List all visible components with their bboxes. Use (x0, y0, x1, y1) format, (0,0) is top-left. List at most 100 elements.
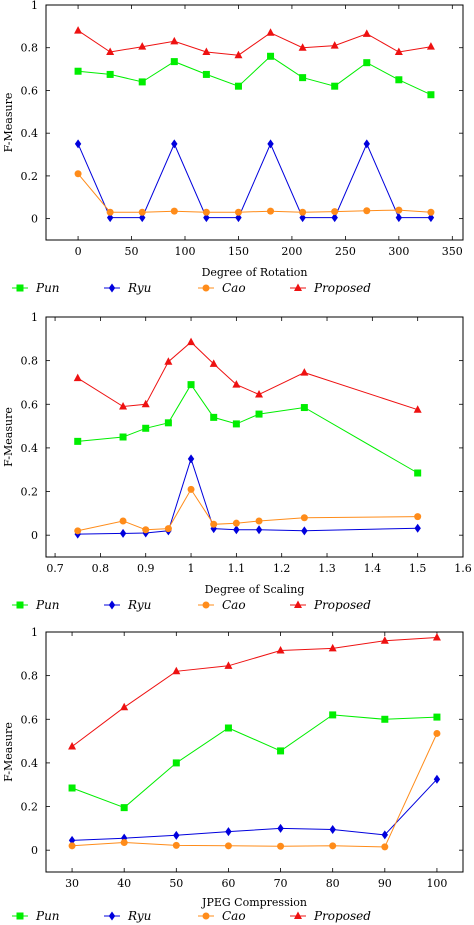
x-tick-label: 300 (388, 245, 409, 258)
data-point-pun (329, 711, 337, 719)
series-pun (74, 381, 422, 477)
y-tick-label: 0.2 (21, 801, 39, 814)
series-line-cao (77, 488, 418, 532)
data-point-proposed (255, 389, 264, 398)
legend-marker-cao (202, 284, 210, 292)
x-tick-label: 1.6 (454, 562, 472, 575)
plot-frame (45, 631, 464, 873)
data-point-proposed (68, 742, 77, 750)
y-tick-label: 1 (31, 311, 38, 324)
data-point-cao (381, 843, 389, 851)
x-tick-label: 50 (125, 245, 139, 258)
data-point-cao (255, 517, 263, 525)
data-point-proposed (187, 337, 196, 346)
x-tick-label: 80 (326, 877, 340, 890)
data-point-pun (138, 78, 146, 86)
data-point-proposed (138, 42, 147, 50)
data-point-pun (68, 784, 76, 792)
x-axis-label: JPEG Compression (201, 896, 307, 909)
series-ryu (74, 454, 421, 539)
data-point-cao (433, 729, 441, 737)
data-point-ryu (173, 830, 180, 840)
data-point-ryu (414, 523, 421, 533)
data-point-ryu (301, 526, 308, 536)
data-point-ryu (395, 213, 403, 223)
data-point-cao (210, 520, 218, 528)
data-point-pun (277, 747, 285, 755)
legend-label-proposed: Proposed (313, 598, 371, 612)
data-point-pun (164, 419, 172, 427)
data-point-ryu (255, 525, 263, 535)
x-tick-label: 1.2 (273, 562, 291, 575)
data-point-proposed (232, 380, 241, 388)
legend-label-cao: Cao (222, 598, 246, 612)
data-point-cao (414, 513, 422, 521)
data-point-cao (363, 207, 371, 215)
data-point-pun (187, 381, 195, 389)
data-point-proposed (141, 399, 150, 408)
y-axis-label: F-Measure (2, 407, 15, 467)
legend-marker-pun (16, 284, 24, 292)
data-point-cao (300, 514, 308, 522)
legend: Pun Ryu Cao Proposed (12, 909, 371, 923)
y-axis-label: F-Measure (2, 93, 15, 153)
data-point-cao (234, 208, 242, 216)
data-point-cao (202, 208, 210, 216)
series-line-pun (77, 383, 418, 474)
x-tick-label: 1.4 (364, 562, 382, 575)
legend-marker-cao (202, 912, 210, 920)
data-point-pun (267, 52, 275, 60)
y-tick-label: 0.4 (21, 127, 39, 140)
data-point-proposed (209, 359, 218, 367)
x-tick-label: 1 (188, 562, 195, 575)
legend-marker-pun (16, 601, 24, 609)
legend-label-ryu: Ryu (127, 598, 151, 612)
data-point-cao (395, 206, 403, 214)
data-point-cao (224, 842, 232, 850)
legend-marker-cao (202, 601, 210, 609)
series-cao (74, 170, 435, 216)
series-proposed (68, 632, 441, 750)
y-tick-label: 0.6 (21, 84, 39, 97)
series-line-proposed (77, 341, 418, 411)
data-point-ryu (277, 823, 284, 833)
legend-label-pun: Pun (35, 909, 60, 923)
series-line-ryu (77, 142, 431, 219)
data-point-proposed (224, 661, 233, 669)
legend-label-pun: Pun (35, 281, 60, 295)
x-tick-label: 1.1 (228, 562, 246, 575)
x-tick-label: 1.3 (318, 562, 336, 575)
data-point-proposed (380, 636, 389, 644)
data-point-pun (119, 433, 127, 441)
data-point-cao (68, 842, 76, 850)
chart-panel-3: 30 40 50 60 70 80 90 100 0 0.2 0.4 0.6 0.8 1 JPEG Comp… (2, 626, 464, 923)
y-tick-label: 0.8 (21, 355, 39, 368)
data-point-pun (120, 804, 128, 812)
legend-label-cao: Cao (222, 909, 246, 923)
data-point-proposed (164, 357, 173, 365)
data-point-pun (224, 724, 232, 732)
data-point-ryu (331, 213, 338, 223)
data-point-ryu (187, 454, 195, 464)
data-point-ryu (68, 835, 76, 845)
data-point-cao (299, 208, 307, 216)
data-point-pun (299, 74, 307, 82)
data-point-ryu (171, 139, 178, 149)
legend-marker-proposed (294, 911, 302, 919)
y-tick-label: 0.4 (21, 757, 39, 770)
legend-marker-ryu (108, 600, 116, 610)
y-tick-label: 0.4 (21, 442, 39, 455)
data-point-cao (187, 485, 195, 493)
data-point-cao (331, 208, 339, 216)
data-point-ryu (363, 139, 370, 149)
data-point-cao (267, 207, 275, 215)
data-point-pun (232, 420, 240, 428)
data-point-pun (395, 76, 403, 84)
data-point-cao (138, 208, 146, 216)
legend-marker-ryu (108, 911, 116, 921)
x-tick-label: 50 (169, 877, 183, 890)
data-point-pun (142, 424, 150, 432)
data-point-proposed (170, 36, 179, 45)
legend: Pun Ryu Cao Proposed (12, 281, 371, 295)
data-point-proposed (432, 632, 441, 641)
